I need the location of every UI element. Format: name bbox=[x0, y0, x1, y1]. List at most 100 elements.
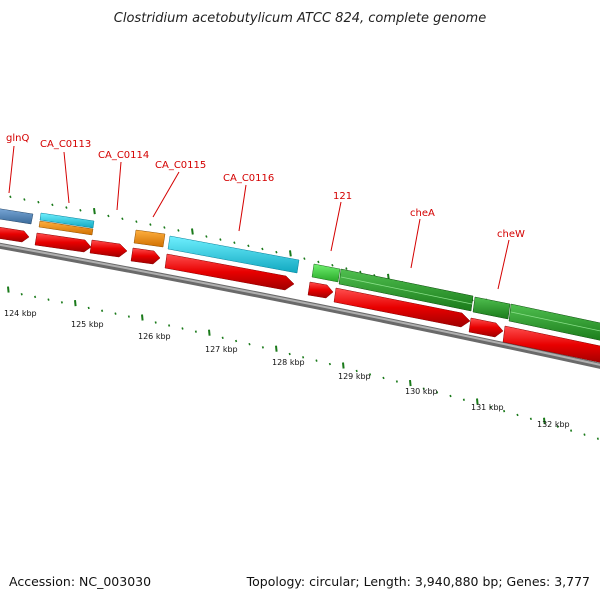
lower-tick-row bbox=[7, 286, 599, 440]
upper-tick bbox=[9, 195, 12, 199]
gene-label-chea: cheA bbox=[410, 208, 435, 219]
lower-minor-tick bbox=[154, 321, 157, 324]
gene-trailing[interactable] bbox=[502, 303, 600, 364]
lower-major-tick bbox=[543, 417, 546, 424]
upper-tick bbox=[149, 223, 152, 226]
lower-minor-tick bbox=[422, 387, 425, 390]
gene-glnq[interactable] bbox=[0, 208, 34, 243]
gene-ca-c0113[interactable] bbox=[34, 212, 95, 253]
upper-tick bbox=[191, 228, 194, 235]
scale-label: 128 kbp bbox=[272, 358, 305, 367]
callout-ca-c0116: CA_C0116 bbox=[223, 173, 274, 232]
lower-minor-tick bbox=[516, 413, 519, 417]
lower-minor-tick bbox=[221, 336, 224, 340]
scale-labels: 124 kbp 125 kbp 126 kbp 127 kbp 128 kbp 129 k… bbox=[4, 309, 570, 429]
lower-minor-tick bbox=[34, 295, 37, 299]
upper-tick bbox=[205, 235, 208, 238]
upper-tick bbox=[37, 200, 40, 204]
lower-major-tick bbox=[275, 345, 278, 352]
lower-minor-tick bbox=[101, 309, 104, 313]
gene-chea[interactable] bbox=[333, 268, 474, 328]
gene-label-glnq: glnQ bbox=[6, 133, 29, 144]
gene-label-121: 121 bbox=[333, 191, 352, 202]
upper-tick bbox=[317, 260, 320, 264]
lower-major-tick bbox=[409, 379, 412, 387]
callout-glnq: glnQ bbox=[6, 133, 29, 194]
scale-label: 129 kbp bbox=[338, 372, 371, 381]
lower-minor-tick bbox=[328, 362, 331, 366]
lower-minor-tick bbox=[20, 292, 23, 296]
lower-minor-tick bbox=[355, 369, 358, 373]
lower-minor-tick bbox=[248, 342, 251, 346]
lower-major-tick bbox=[342, 362, 345, 369]
lower-minor-tick bbox=[181, 327, 184, 330]
lower-minor-tick bbox=[302, 356, 305, 359]
lower-major-tick bbox=[141, 314, 144, 321]
scale-label: 126 kbp bbox=[138, 332, 171, 341]
lower-minor-tick bbox=[395, 380, 398, 383]
upper-tick bbox=[303, 257, 306, 260]
gene-label-ca-c0116: CA_C0116 bbox=[223, 173, 274, 184]
upper-tick bbox=[359, 270, 362, 274]
scale-label: 131 kbp bbox=[471, 403, 504, 412]
lower-minor-tick bbox=[529, 417, 532, 421]
upper-tick bbox=[107, 214, 110, 218]
lower-minor-tick bbox=[462, 398, 465, 401]
lower-minor-tick bbox=[194, 330, 197, 333]
genome-summary-text: Topology: circular; Length: 3,940,880 bp… bbox=[246, 574, 590, 589]
upper-tick bbox=[177, 229, 180, 232]
lower-minor-tick bbox=[235, 339, 238, 343]
upper-tick bbox=[65, 206, 68, 209]
gene-label-ca-c0113: CA_C0113 bbox=[40, 139, 91, 150]
callout-121: 121 bbox=[330, 191, 352, 252]
upper-tick bbox=[219, 238, 222, 241]
lower-minor-tick bbox=[596, 437, 599, 440]
gene-track bbox=[0, 208, 600, 364]
lower-minor-tick bbox=[570, 429, 573, 432]
lower-minor-tick bbox=[449, 394, 452, 398]
scale-label: 132 kbp bbox=[537, 420, 570, 429]
gene-chew[interactable] bbox=[468, 296, 511, 338]
lower-minor-tick bbox=[489, 406, 492, 409]
lower-minor-tick bbox=[315, 359, 318, 362]
callout-ca-c0114: CA_C0114 bbox=[98, 150, 149, 211]
upper-tick bbox=[247, 244, 250, 248]
map-title: Clostridium acetobutylicum ATCC 824, com… bbox=[114, 11, 486, 26]
callout-ca-c0115: CA_C0115 bbox=[152, 160, 206, 218]
upper-tick bbox=[23, 198, 26, 201]
lower-minor-tick bbox=[127, 315, 130, 318]
lower-minor-tick bbox=[288, 352, 291, 356]
lower-minor-tick bbox=[503, 409, 506, 413]
gene-label-callouts: glnQ CA_C0113 CA_C0114 CA_C0115 CA_C0116… bbox=[6, 133, 525, 290]
gene-label-chew: cheW bbox=[497, 229, 525, 240]
lower-minor-tick bbox=[47, 298, 50, 301]
callout-ca-c0113: CA_C0113 bbox=[40, 139, 91, 204]
lower-minor-tick bbox=[168, 324, 171, 327]
upper-tick bbox=[93, 207, 96, 215]
scale-label: 124 kbp bbox=[4, 309, 37, 318]
gene-ca-c0114[interactable] bbox=[89, 239, 128, 258]
lower-minor-tick bbox=[436, 391, 439, 394]
lower-major-tick bbox=[7, 286, 10, 293]
gene-ca-c0116[interactable] bbox=[164, 235, 300, 291]
backbone-track bbox=[0, 242, 600, 369]
upper-tick bbox=[135, 220, 138, 223]
callout-chew: cheW bbox=[497, 229, 525, 290]
upper-tick bbox=[79, 209, 82, 212]
lower-major-tick bbox=[476, 398, 479, 405]
lower-minor-tick bbox=[583, 433, 586, 436]
lower-minor-tick bbox=[369, 373, 372, 376]
lower-minor-tick bbox=[382, 376, 385, 380]
upper-tick bbox=[51, 203, 54, 207]
upper-tick bbox=[121, 217, 124, 221]
upper-tick bbox=[289, 250, 292, 257]
lower-minor-tick bbox=[87, 306, 90, 310]
accession-text: Accession: NC_003030 bbox=[9, 574, 151, 589]
upper-tick bbox=[261, 247, 264, 251]
scale-label: 127 kbp bbox=[205, 345, 238, 354]
gene-ca-c0115[interactable] bbox=[130, 229, 166, 265]
gene-121[interactable] bbox=[307, 263, 341, 299]
lower-major-tick bbox=[208, 329, 211, 336]
lower-minor-tick bbox=[261, 346, 264, 349]
lower-minor-tick bbox=[556, 425, 559, 428]
